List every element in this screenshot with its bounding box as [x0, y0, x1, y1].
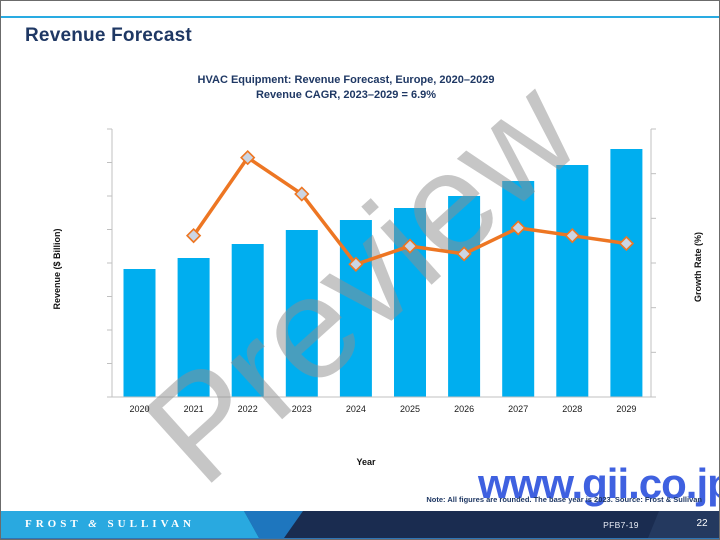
page-title: Revenue Forecast	[25, 25, 192, 46]
growth-marker	[185, 228, 202, 244]
site-watermark: www.gii.co.jp	[478, 460, 720, 507]
revenue-bar	[502, 181, 535, 397]
right-axis-title: Growth Rate (%)	[693, 232, 703, 303]
page-number: 22	[696, 518, 708, 529]
growth-marker	[456, 246, 472, 262]
chart-subtitle: Revenue CAGR, 2023–2029 = 6.9%	[255, 88, 437, 101]
revenue-bar	[448, 196, 481, 397]
chart-title-block: HVAC Equipment: Revenue Forecast, Europe…	[31, 73, 661, 103]
x-tick-label: 2027	[508, 404, 528, 414]
header-accent-rule	[1, 16, 719, 18]
x-tick-label: 2021	[184, 404, 204, 414]
x-tick-label: 2022	[238, 404, 258, 414]
x-tick-label: 2028	[562, 404, 582, 414]
growth-marker	[402, 238, 418, 254]
x-tick-label: 2020	[129, 404, 149, 414]
revenue-bar	[123, 269, 156, 397]
growth-marker	[240, 149, 256, 166]
footer-bar: FROST & SULLIVAN PFB7-19 22	[1, 511, 719, 538]
x-tick-label: 2029	[616, 404, 636, 414]
x-tick-label: 2025	[400, 404, 420, 414]
footer-bottom-rule	[1, 538, 719, 539]
source-note: Note: All figures are rounded. The base …	[426, 495, 702, 504]
x-tick-label: 2023	[292, 404, 312, 414]
footer-page-block	[648, 511, 719, 538]
growth-marker	[618, 235, 635, 252]
growth-marker	[510, 220, 526, 236]
revenue-bar	[177, 258, 210, 397]
x-tick-label: 2024	[346, 404, 366, 414]
revenue-bar	[610, 149, 643, 397]
revenue-bar	[231, 244, 264, 397]
revenue-bar	[556, 165, 589, 397]
footer-light-blue-band	[1, 511, 259, 538]
growth-marker	[294, 186, 310, 202]
growth-marker	[348, 256, 364, 272]
left-axis-title: Revenue ($ Billion)	[52, 228, 62, 310]
x-tick-label: 2026	[454, 404, 474, 414]
x-axis-title: Year	[356, 457, 376, 467]
revenue-bar	[285, 230, 318, 397]
brand-frost: FROST	[25, 518, 82, 530]
brand-sullivan: SULLIVAN	[107, 518, 195, 530]
chart-title: HVAC Equipment: Revenue Forecast, Europe…	[197, 74, 495, 86]
brand-ampersand: &	[88, 518, 101, 530]
brand-logo: FROST & SULLIVAN	[25, 518, 195, 530]
document-code: PFB7-19	[603, 520, 639, 530]
growth-marker	[564, 228, 580, 244]
